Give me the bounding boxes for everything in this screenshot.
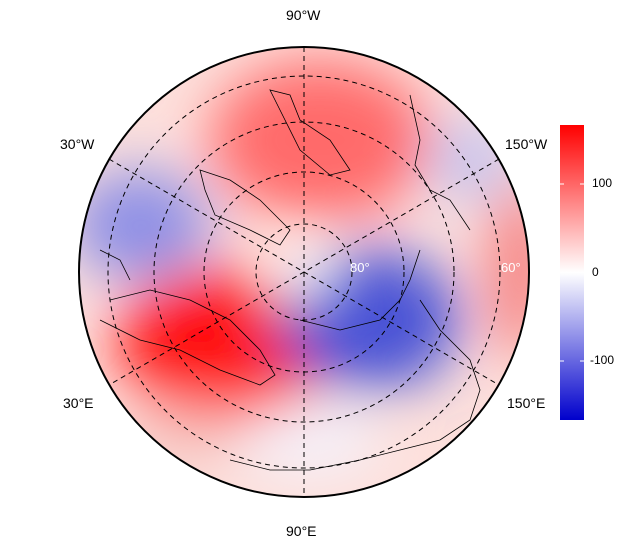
coastlines bbox=[99, 89, 481, 471]
label-30e: 30°E bbox=[63, 395, 94, 411]
positive-anomaly-right bbox=[490, 180, 529, 360]
anomaly-field bbox=[79, 47, 529, 497]
label-lat-60: 60° bbox=[501, 260, 521, 275]
colorbar-tick-100: 100 bbox=[592, 176, 613, 190]
label-30w: 30°W bbox=[60, 136, 95, 152]
positive-anomaly-north bbox=[210, 60, 430, 220]
colorbar-tick-0: 0 bbox=[592, 265, 599, 279]
label-150e: 150°E bbox=[507, 395, 546, 411]
negative-anomaly-upper-right bbox=[425, 120, 515, 200]
colorbar bbox=[560, 125, 584, 420]
graticule bbox=[107, 47, 501, 497]
label-lat-80: 80° bbox=[350, 260, 370, 275]
colorbar-ticks bbox=[560, 183, 584, 362]
negative-anomaly-left bbox=[79, 170, 210, 280]
label-150w: 150°W bbox=[505, 136, 548, 152]
colorbar-tick-neg100: -100 bbox=[590, 353, 615, 367]
label-90e: 90°E bbox=[286, 523, 317, 539]
label-90w: 90°W bbox=[286, 7, 321, 23]
meridian-150w-30e bbox=[108, 158, 500, 386]
parallel-50 bbox=[107, 75, 501, 469]
map-boundary bbox=[78, 46, 530, 498]
